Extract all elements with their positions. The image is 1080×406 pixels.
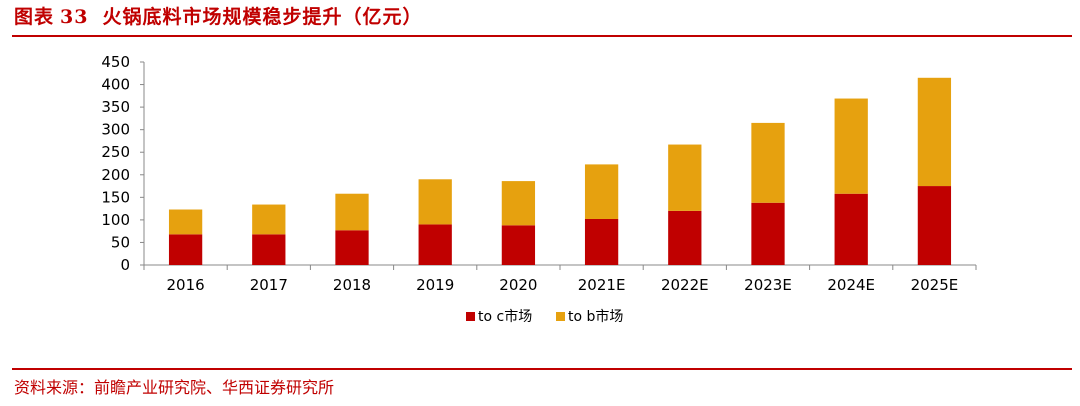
top-divider [12, 35, 1072, 37]
bar-to-b-2021E [584, 164, 619, 219]
bar-to-b-2024E [834, 98, 868, 194]
bar-to-c-2023E [751, 202, 785, 265]
x-tick-label: 2016 [167, 276, 205, 294]
x-tick-label: 2020 [499, 276, 537, 294]
y-tick-label: 400 [101, 76, 130, 94]
legend-swatch-to-c [466, 312, 475, 321]
source-note: 资料来源：前瞻产业研究院、华西证券研究所 [14, 378, 335, 397]
y-tick-label: 350 [101, 98, 130, 116]
bar-to-c-2016 [168, 234, 203, 265]
bar-to-c-2025E [917, 186, 952, 265]
bar-to-b-2025E [917, 77, 952, 187]
bar-to-c-2024E [834, 193, 868, 265]
bar-to-c-2022E [668, 210, 702, 265]
bar-to-c-2017 [252, 234, 286, 265]
y-tick-label: 450 [101, 53, 130, 71]
x-tick-label: 2019 [416, 276, 454, 294]
bar-to-b-2022E [668, 144, 702, 211]
figure-title: 图表 33 火锅底料市场规模稳步提升（亿元） [14, 2, 422, 29]
bar-to-b-2018 [335, 193, 369, 231]
y-tick-label: 0 [120, 256, 130, 274]
stacked-bar-chart: 0 50 100 150 200 250 300 350 400 450 2016 2017 2018 2… [101, 53, 977, 325]
bar-to-b-2019 [418, 179, 452, 225]
bar-to-c-2019 [418, 224, 452, 265]
legend-label-to-b: to b市场 [568, 308, 623, 325]
legend-label-to-c: to c市场 [478, 308, 532, 325]
bar-to-b-2016 [168, 209, 203, 235]
bar-to-c-2021E [584, 218, 619, 265]
y-tick-label: 150 [101, 188, 130, 206]
y-tick-label: 250 [101, 143, 130, 161]
figure-title-text: 火锅底料市场规模稳步提升（亿元） [102, 6, 423, 28]
bar-to-b-2023E [751, 122, 785, 203]
y-tick-label: 50 [111, 233, 130, 251]
x-tick-label: 2018 [333, 276, 371, 294]
bottom-divider [12, 368, 1072, 370]
x-tick-label: 2021E [578, 276, 626, 294]
x-tick-label: 2023E [744, 276, 792, 294]
x-tick-label: 2024E [827, 276, 875, 294]
x-tick-label: 2022E [661, 276, 709, 294]
bar-to-c-2018 [335, 230, 369, 265]
figure-label: 图表 [14, 6, 55, 28]
y-tick-label: 300 [101, 121, 130, 139]
bar-to-c-2020 [501, 225, 536, 265]
y-tick-label: 100 [101, 211, 130, 229]
legend-swatch-to-b [556, 312, 565, 321]
x-tick-label: 2025E [911, 276, 959, 294]
figure-number: 33 [60, 6, 89, 28]
bar-to-b-2017 [252, 204, 286, 235]
x-tick-label: 2017 [250, 276, 288, 294]
y-tick-label: 200 [101, 166, 130, 184]
bar-to-b-2020 [501, 181, 536, 226]
